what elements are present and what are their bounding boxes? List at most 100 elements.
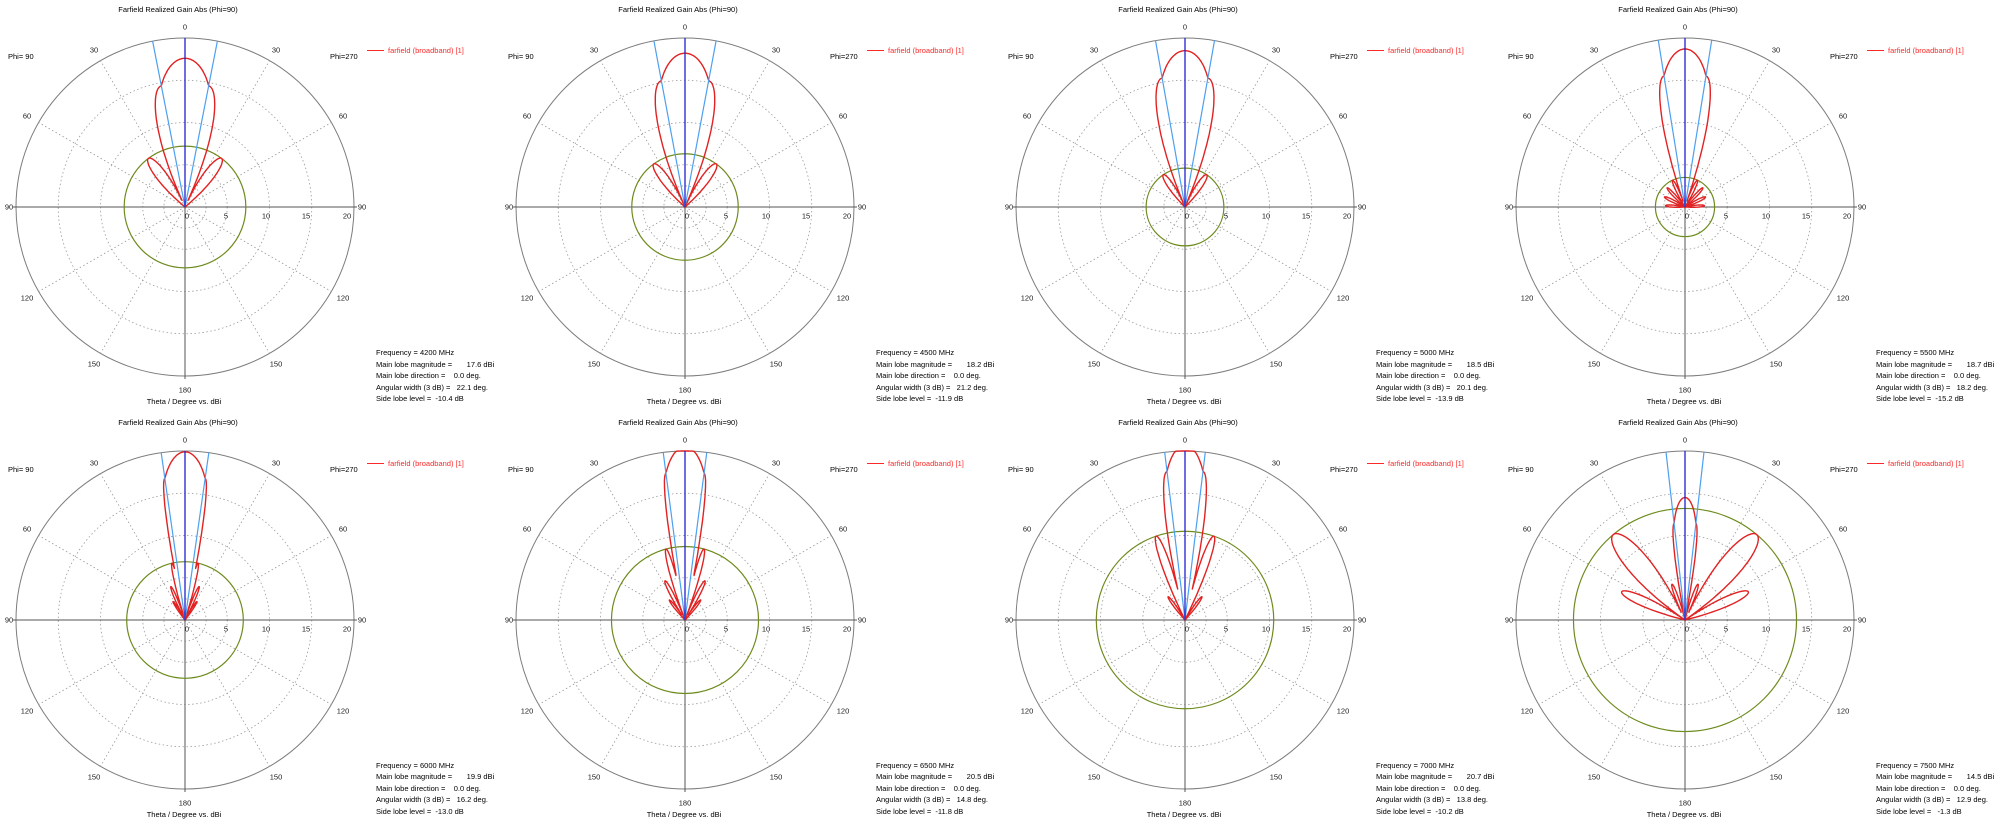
legend-line-icon [1367, 462, 1384, 464]
theta-label-120-right: 120 [1836, 293, 1850, 303]
farfield-plot-panel: Farfield Realized Gain Abs (Phi=90) farf… [0, 413, 500, 825]
theta-label-180: 180 [678, 385, 692, 395]
grid-spoke [100, 206, 186, 354]
phi-90-label: Phi= 90 [8, 52, 34, 61]
angular-width-line [1184, 451, 1206, 620]
radial-tick-0: 0 [684, 624, 690, 633]
radial-tick-5: 5 [223, 211, 229, 221]
grid-spoke [684, 206, 832, 292]
phi-270-label: Phi=270 [330, 464, 358, 474]
theta-label-30-right: 30 [1771, 45, 1781, 55]
legend-line-icon [867, 50, 884, 51]
angular-width-line [160, 452, 186, 620]
radial-tick-0: 0 [1684, 211, 1690, 221]
lobe-stats-block: Frequency = 7500 MHz Main lobe magnitude… [1876, 760, 1994, 818]
grid-spoke [1184, 472, 1270, 620]
theta-label-150-left: 150 [587, 772, 601, 781]
theta-label-90-left: 90 [4, 615, 14, 624]
theta-label-60-right: 60 [338, 524, 348, 533]
stats-direction: Main lobe direction = 0.0 deg. [1376, 783, 1481, 793]
legend-label: farfield (broadband) [1] [888, 46, 964, 55]
legend: farfield (broadband) [1] [1367, 459, 1464, 468]
axis-caption: Theta / Degree vs. dBi [1646, 397, 1722, 406]
stats-magnitude: Main lobe magnitude = 18.2 dBi [876, 359, 995, 369]
grid-spoke [1684, 122, 1832, 208]
stats-direction: Main lobe direction = 0.0 deg. [1876, 783, 1981, 793]
theta-label-90-right: 90 [1857, 202, 1867, 212]
grid-spoke [684, 619, 832, 705]
grid-spoke [1184, 60, 1270, 208]
grid-spoke [1038, 534, 1186, 620]
theta-label-90-left: 90 [1004, 615, 1014, 624]
theta-label-60-right: 60 [338, 111, 348, 121]
theta-label-60-left: 60 [1022, 524, 1032, 533]
plot-title: Farfield Realized Gain Abs (Phi=90) [118, 5, 238, 14]
theta-label-0: 0 [1182, 435, 1188, 444]
theta-label-180: 180 [678, 798, 692, 807]
phi-270-label: Phi=270 [1330, 52, 1358, 61]
lobe-stats-block: Frequency = 5000 MHz Main lobe magnitude… [1376, 347, 1494, 405]
grid-spoke [100, 472, 186, 620]
radial-tick-20: 20 [1342, 624, 1352, 633]
theta-label-120-left: 120 [1520, 293, 1534, 303]
grid-spoke [684, 122, 832, 208]
stats-magnitude: Main lobe magnitude = 19.9 dBi [376, 772, 495, 782]
theta-label-150-right: 150 [269, 359, 283, 369]
theta-label-90-right: 90 [1357, 615, 1367, 624]
grid-spoke [1038, 206, 1186, 292]
grid-spoke [100, 619, 186, 767]
theta-label-90-right: 90 [1357, 202, 1367, 212]
radial-tick-5: 5 [1723, 211, 1729, 221]
theta-label-150-left: 150 [1587, 359, 1601, 369]
stats-frequency: Frequency = 5000 MHz [1376, 348, 1455, 357]
grid-spoke [1100, 206, 1186, 354]
grid-spoke [1600, 206, 1686, 354]
theta-label-150-right: 150 [769, 772, 783, 781]
theta-label-30-left: 30 [589, 45, 599, 55]
radial-tick-5: 5 [1223, 624, 1229, 633]
grid-spoke [1184, 206, 1270, 354]
phi-270-label: Phi=270 [1830, 464, 1858, 474]
grid-spoke [38, 619, 186, 705]
stats-frequency: Frequency = 4200 MHz [376, 348, 455, 357]
grid-spoke [538, 122, 686, 208]
lobe-stats-block: Frequency = 7000 MHz Main lobe magnitude… [1376, 760, 1494, 818]
radial-tick-5: 5 [723, 211, 729, 221]
stats-frequency: Frequency = 7000 MHz [1376, 760, 1455, 770]
radial-tick-15: 15 [1301, 211, 1311, 221]
angular-width-line [184, 41, 218, 208]
theta-label-60-right: 60 [838, 524, 848, 533]
legend: farfield (broadband) [1] [367, 459, 464, 468]
grid-spoke [600, 619, 686, 767]
grid-spoke [184, 619, 332, 705]
theta-label-90-left: 90 [1004, 202, 1014, 212]
grid-spoke [600, 60, 686, 208]
angular-width-line [1684, 451, 1705, 620]
radial-tick-15: 15 [301, 624, 311, 633]
theta-label-30-left: 30 [1589, 458, 1599, 467]
grid-spoke [684, 534, 832, 620]
stats-magnitude: Main lobe magnitude = 18.7 dBi [1876, 359, 1995, 369]
legend-label: farfield (broadband) [1] [1388, 46, 1464, 55]
theta-label-30-right: 30 [1271, 45, 1281, 55]
legend: farfield (broadband) [1] [1867, 459, 1964, 468]
phi-270-label: Phi=270 [1330, 464, 1358, 474]
theta-label-30-left: 30 [1089, 458, 1099, 467]
radial-tick-15: 15 [301, 211, 311, 221]
farfield-plot-panel: Farfield Realized Gain Abs (Phi=90) farf… [500, 413, 1000, 825]
phi-270-label: Phi=270 [830, 52, 858, 61]
farfield-plot-panel: Farfield Realized Gain Abs (Phi=90) farf… [1000, 0, 1500, 413]
legend-line-icon [367, 462, 384, 464]
phi-90-label: Phi= 90 [1508, 464, 1534, 474]
angular-width-line [653, 40, 686, 208]
theta-label-90-left: 90 [4, 202, 14, 212]
grid-spoke [1684, 619, 1770, 767]
grid-spoke [1184, 619, 1332, 705]
theta-label-90-right: 90 [357, 615, 367, 624]
stats-frequency: Frequency = 4500 MHz [876, 348, 955, 357]
legend: farfield (broadband) [1] [867, 459, 964, 468]
theta-label-30-right: 30 [271, 458, 281, 467]
radial-tick-0: 0 [1684, 624, 1690, 633]
stats-magnitude: Main lobe magnitude = 20.7 dBi [1376, 772, 1495, 782]
